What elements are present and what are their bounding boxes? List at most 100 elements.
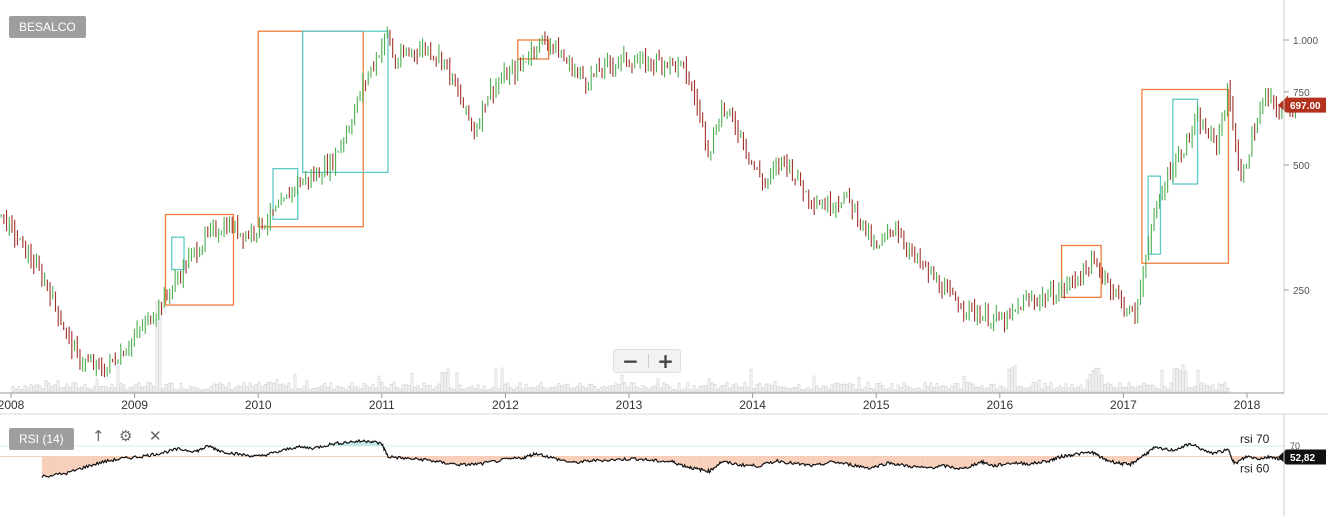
volume-bar <box>29 384 33 393</box>
zoom-out-button[interactable]: − <box>622 349 639 373</box>
zoom-controls: − + <box>613 349 681 373</box>
volume-bar <box>179 383 183 393</box>
volume-bar <box>380 382 384 393</box>
rsi-fill-below <box>996 456 998 467</box>
rsi-lower-label: rsi 60 <box>1240 462 1270 476</box>
symbol-label[interactable]: BESALCO <box>9 16 86 38</box>
rsi-fill-below <box>824 456 827 464</box>
rsi-fill-below <box>604 456 607 461</box>
volume-bar <box>1004 388 1008 393</box>
rsi-fill-below <box>627 456 629 461</box>
volume-bar <box>1130 386 1134 393</box>
volume-bar <box>815 385 819 393</box>
rsi-fill-below <box>689 456 690 469</box>
volume-bar <box>611 385 615 393</box>
rsi-fill-below <box>61 456 64 475</box>
rsi-fill-below <box>462 456 464 465</box>
volume-bar <box>482 385 486 393</box>
rsi-fill-below <box>83 456 86 469</box>
rsi-fill-below <box>842 456 844 465</box>
volume-bar <box>338 386 342 393</box>
volume-bar <box>290 389 294 393</box>
y-tick-label: 250 <box>1293 286 1310 297</box>
volume-bar <box>227 382 231 393</box>
volume-bar <box>173 389 177 393</box>
rsi-fill-below <box>962 456 965 469</box>
rsi-fill-above <box>361 441 363 446</box>
close-icon[interactable]: ✕ <box>149 427 162 445</box>
volume-bar <box>1019 386 1023 393</box>
volume-bar <box>455 372 459 393</box>
volume-bar <box>716 388 720 393</box>
rsi-fill-below <box>815 456 818 465</box>
volume-bar <box>608 385 612 393</box>
rsi-fill-below <box>450 456 452 464</box>
rsi-fill-below <box>688 456 690 468</box>
volume-bar <box>1214 389 1218 393</box>
rsi-fill-below <box>986 456 988 464</box>
volume-bar <box>467 387 471 393</box>
volume-bar <box>863 387 867 393</box>
rsi-fill-below <box>484 456 486 463</box>
volume-bar <box>986 387 990 393</box>
rsi-fill-below <box>433 456 435 462</box>
rsi-fill-below <box>602 456 605 462</box>
price-panel[interactable]: 697.00 <box>0 26 1326 393</box>
rsi-fill-below <box>1119 456 1121 465</box>
rsi-fill-below <box>709 456 711 473</box>
rsi-fill-below <box>851 456 853 467</box>
volume-bar <box>734 383 738 393</box>
volume-bar <box>929 382 933 393</box>
volume-bar <box>1136 385 1140 393</box>
rsi-fill-above <box>369 441 371 446</box>
volume-bar <box>554 386 558 393</box>
volume-bar <box>143 386 147 393</box>
volume-bar <box>422 383 426 393</box>
volume-bar <box>827 388 831 393</box>
volume-bar <box>107 387 111 393</box>
volume-bar <box>1139 385 1143 393</box>
rsi-fill-below <box>454 456 456 465</box>
rsi-fill-below <box>948 456 950 467</box>
rsi-fill-below <box>966 456 969 469</box>
volume-bar <box>590 383 594 393</box>
gear-icon[interactable]: ⚙ <box>119 427 133 445</box>
rsi-fill-below <box>806 456 808 465</box>
rsi-fill-below <box>93 456 95 465</box>
rsi-fill-below <box>821 456 823 466</box>
rsi-fill-below <box>843 456 845 465</box>
breakout-box <box>1147 175 1162 255</box>
volume-bar <box>317 387 321 393</box>
volume-bar <box>956 383 960 393</box>
volume-bar <box>1163 386 1167 393</box>
rsi-fill-below <box>1127 456 1129 465</box>
volume-bar <box>1034 382 1038 393</box>
volume-bar <box>167 382 171 393</box>
rsi-indicator-label[interactable]: RSI (14) <box>9 428 74 450</box>
rsi-tick-label: 70 <box>1290 441 1300 451</box>
volume-bar <box>629 382 633 393</box>
rsi-fill-below <box>746 456 749 466</box>
volume-bar <box>443 372 447 393</box>
volume-bar <box>164 384 168 393</box>
rsi-fill-below <box>460 456 463 465</box>
volume-bar <box>932 387 936 393</box>
zoom-in-button[interactable]: + <box>657 349 674 373</box>
volume-bar <box>1025 388 1029 393</box>
rsi-fill-below <box>871 456 873 468</box>
rsi-fill-below <box>836 456 839 463</box>
volume-bar <box>995 388 999 393</box>
volume-bar <box>437 383 441 393</box>
rsi-fill-below <box>649 456 652 461</box>
rsi-fill-below <box>1117 456 1119 464</box>
volume-bar <box>977 386 981 393</box>
volume-bar <box>359 388 363 393</box>
volume-bar <box>671 388 675 393</box>
current-price-label: 697.00 <box>1290 101 1321 112</box>
rsi-fill-below <box>1043 456 1046 461</box>
rsi-fill-above <box>335 442 337 446</box>
arrow-up-icon[interactable]: ↑ <box>92 427 105 445</box>
